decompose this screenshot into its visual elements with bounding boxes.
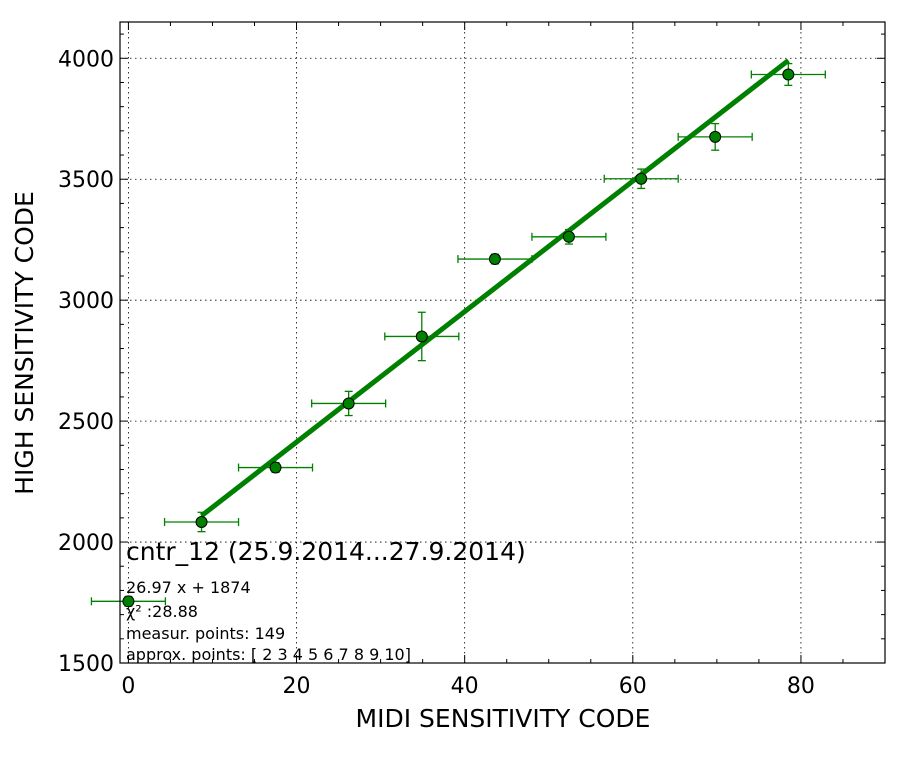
x-tick-label: 60 [619, 674, 647, 699]
y-tick-label: 4000 [58, 47, 114, 72]
data-point [709, 130, 722, 143]
y-tick-label: 3500 [58, 168, 114, 193]
x-tick-label: 40 [451, 674, 479, 699]
x-tick-label: 20 [283, 674, 311, 699]
y-tick-label: 2000 [58, 531, 114, 556]
x-axis-label: MIDI SENSITIVITY CODE [356, 704, 651, 733]
annotation-equation: 26.97 x + 1874 [126, 578, 251, 597]
y-axis-label: HIGH SENSITIVITY CODE [10, 191, 39, 495]
data-point [269, 461, 282, 474]
data-point [488, 253, 501, 266]
data-point [562, 230, 575, 243]
annotation-approx-points: approx. points: [ 2 3 4 5 6 7 8 9 10] [126, 645, 411, 664]
data-point [342, 397, 355, 410]
tick-labels: 0 20 40 60 80 1500 2000 2500 3000 3500 4000 [58, 47, 815, 699]
data-point [782, 68, 795, 81]
data-point [195, 515, 208, 528]
data-points-layer [122, 68, 795, 608]
y-tick-label: 3000 [58, 289, 114, 314]
annotation-measur-points: measur. points: 149 [126, 624, 285, 643]
y-tick-label: 2500 [58, 410, 114, 435]
x-tick-label: 0 [121, 674, 135, 699]
data-point [635, 172, 648, 185]
x-tick-label: 80 [787, 674, 815, 699]
y-tick-label: 1500 [58, 652, 114, 677]
data-point [415, 330, 428, 343]
data-point [122, 595, 135, 608]
plot-frame [119, 21, 886, 664]
annotation-chi2: χ² :28.88 [126, 602, 198, 621]
ticks [120, 22, 886, 664]
grid [120, 22, 885, 663]
annotation-title: cntr_12 (25.9.2014...27.9.2014) [126, 537, 526, 566]
